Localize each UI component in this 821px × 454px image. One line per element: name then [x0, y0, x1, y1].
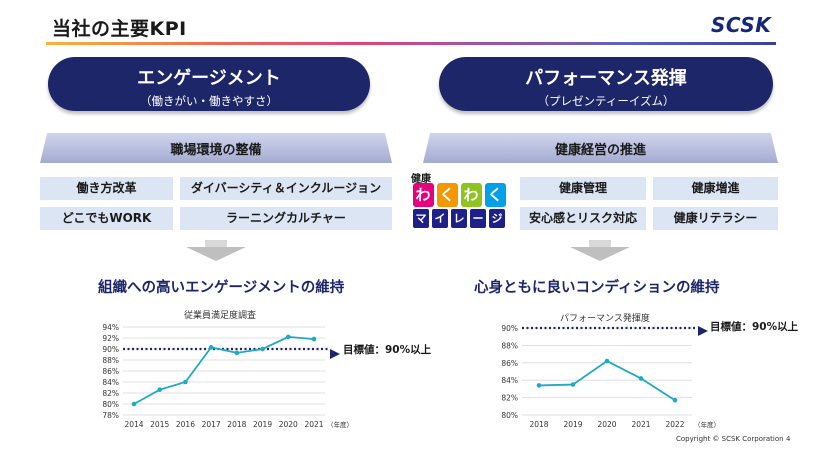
item-health-management: 健康管理: [520, 177, 646, 200]
chart1-data-point: [285, 334, 291, 340]
chart2-xtick-label: 2022: [665, 420, 684, 429]
chart1-ytick-label: 82%: [102, 389, 119, 398]
page-number: 4: [786, 435, 791, 443]
badge-char: レ: [451, 209, 467, 228]
item-safety-risk: 安心感とリスク対応: [520, 207, 646, 230]
chart1-data-point: [234, 350, 240, 356]
chart2-xtick-label: 2019: [563, 420, 582, 429]
company-logo: SCSK: [711, 13, 772, 37]
header-divider: [46, 42, 776, 45]
badge-caption: 健康: [411, 174, 431, 185]
badge-char: マ: [413, 209, 429, 228]
chart2-xtick-label: 2020: [597, 420, 616, 429]
badge-char: く: [436, 183, 458, 207]
badge-char: わ: [460, 183, 482, 207]
chart2-data-point: [570, 382, 576, 387]
chart1-series-line: [133, 335, 315, 405]
chart1-ytick-label: 78%: [102, 411, 119, 420]
badge-char: イ: [432, 209, 448, 228]
chart2-series-line: [538, 360, 676, 401]
workplace-band: 職場環境の整備: [40, 133, 392, 163]
chart1-data-point: [208, 345, 214, 350]
mileage-badge: マ イ レ ー ジ: [412, 209, 506, 228]
item-diversity-inclusion: ダイバーシティ＆インクルージョン: [180, 177, 392, 200]
chart1-xunit-label: （年度）: [327, 420, 353, 429]
engagement-title: エンゲージメント: [137, 68, 281, 89]
badge-char: ー: [470, 209, 486, 228]
item-learning-culture: ラーニングカルチャー: [180, 207, 392, 230]
chart1-xtick-label: 2017: [202, 420, 221, 429]
item-health-promotion: 健康増進: [653, 177, 778, 200]
chart1-data-point: [157, 387, 163, 392]
chart2-title: パフォーマンス発揮度: [560, 314, 650, 324]
page-title: 当社の主要KPI: [52, 18, 187, 40]
chart1-data-point: [183, 379, 188, 385]
down-arrow-right: [570, 247, 630, 261]
chart2-data-point: [536, 383, 542, 388]
chart1-ytick-label: 94%: [102, 323, 119, 332]
chart2-xunit-label: （年度）: [694, 420, 720, 429]
arrow-stem-left: [205, 240, 227, 248]
left-heading: 組織への高いエンゲージメントの維持: [98, 280, 345, 296]
item-health-literacy: 健康リテラシー: [653, 207, 778, 230]
chart2-data-point: [638, 376, 644, 381]
chart1-xtick-label: 2014: [124, 420, 143, 429]
employee-satisfaction-chart: 78% 80% 82% 84% 86% 88% 90% 92% 94% 2014 2015 2016 2…: [102, 323, 353, 429]
performance-title: パフォーマンス発揮: [525, 68, 687, 89]
engagement-pill: エンゲージメント （働きがい・働きやすさ）: [48, 57, 370, 111]
chart2-ytick-label: 88%: [501, 341, 518, 350]
chart1-xtick-label: 2020: [279, 420, 298, 429]
chart1-ytick-label: 86%: [102, 367, 119, 376]
chart1-data-point: [311, 336, 317, 342]
chart1-xtick-label: 2015: [150, 420, 169, 429]
copyright: Copyright © SCSK Corporation: [676, 435, 784, 443]
item-work-style-reform: 働き方改革: [40, 177, 173, 200]
arrow-stem-right: [589, 240, 611, 248]
chart1-title: 従業員満足度調査: [184, 311, 257, 321]
chart2-xtick-label: 2018: [529, 420, 548, 429]
chart2-ytick-label: 84%: [501, 376, 518, 385]
engagement-subtitle: （働きがい・働きやすさ）: [140, 94, 278, 108]
chart2-ytick-label: 82%: [501, 394, 518, 403]
chart1-data-point: [260, 346, 265, 352]
chart1-ytick-label: 92%: [102, 334, 119, 343]
chart1-ytick-label: 90%: [102, 345, 119, 354]
target-label-left: 目標値：90%以上: [343, 344, 432, 356]
performance-pill: パフォーマンス発揮 （プレゼンティーイズム）: [439, 57, 773, 111]
chart1-ytick-label: 84%: [102, 378, 119, 387]
health-band: 健康経営の推進: [423, 133, 778, 163]
chart1-data-point: [131, 401, 137, 407]
chart2-ytick-label: 80%: [501, 411, 518, 420]
target-marker-left: [330, 344, 340, 359]
target-label-right: 目標値：90%以上: [710, 321, 799, 333]
target-marker-right: [698, 321, 708, 336]
chart1-xtick-label: 2021: [304, 420, 323, 429]
wakuwaku-badge: わ く わ く: [412, 183, 506, 207]
chart2-ytick-label: 86%: [501, 359, 518, 368]
chart2-data-point: [604, 358, 610, 364]
badge-char: わ: [412, 183, 434, 207]
badge-char: ジ: [489, 209, 505, 228]
chart2-ytick-label: 90%: [501, 324, 518, 333]
chart1-xtick-label: 2019: [253, 420, 272, 429]
performance-subtitle: （プレゼンティーイズム）: [537, 94, 675, 108]
item-work-anywhere: どこでもWORK: [40, 207, 173, 230]
right-heading: 心身ともに良いコンディションの維持: [474, 280, 720, 296]
chart1-xtick-label: 2018: [227, 420, 246, 429]
performance-chart: 80% 82% 84% 86% 88% 90% 2018 2019 2020 2021 2022 （年…: [501, 324, 720, 429]
chart1-ytick-label: 80%: [102, 400, 119, 409]
chart2-xtick-label: 2021: [631, 420, 650, 429]
down-arrow-left: [186, 247, 246, 261]
badge-char: く: [484, 183, 506, 207]
chart1-ytick-label: 88%: [102, 356, 119, 365]
chart2-data-point: [672, 397, 678, 403]
chart1-xtick-label: 2016: [176, 420, 195, 429]
